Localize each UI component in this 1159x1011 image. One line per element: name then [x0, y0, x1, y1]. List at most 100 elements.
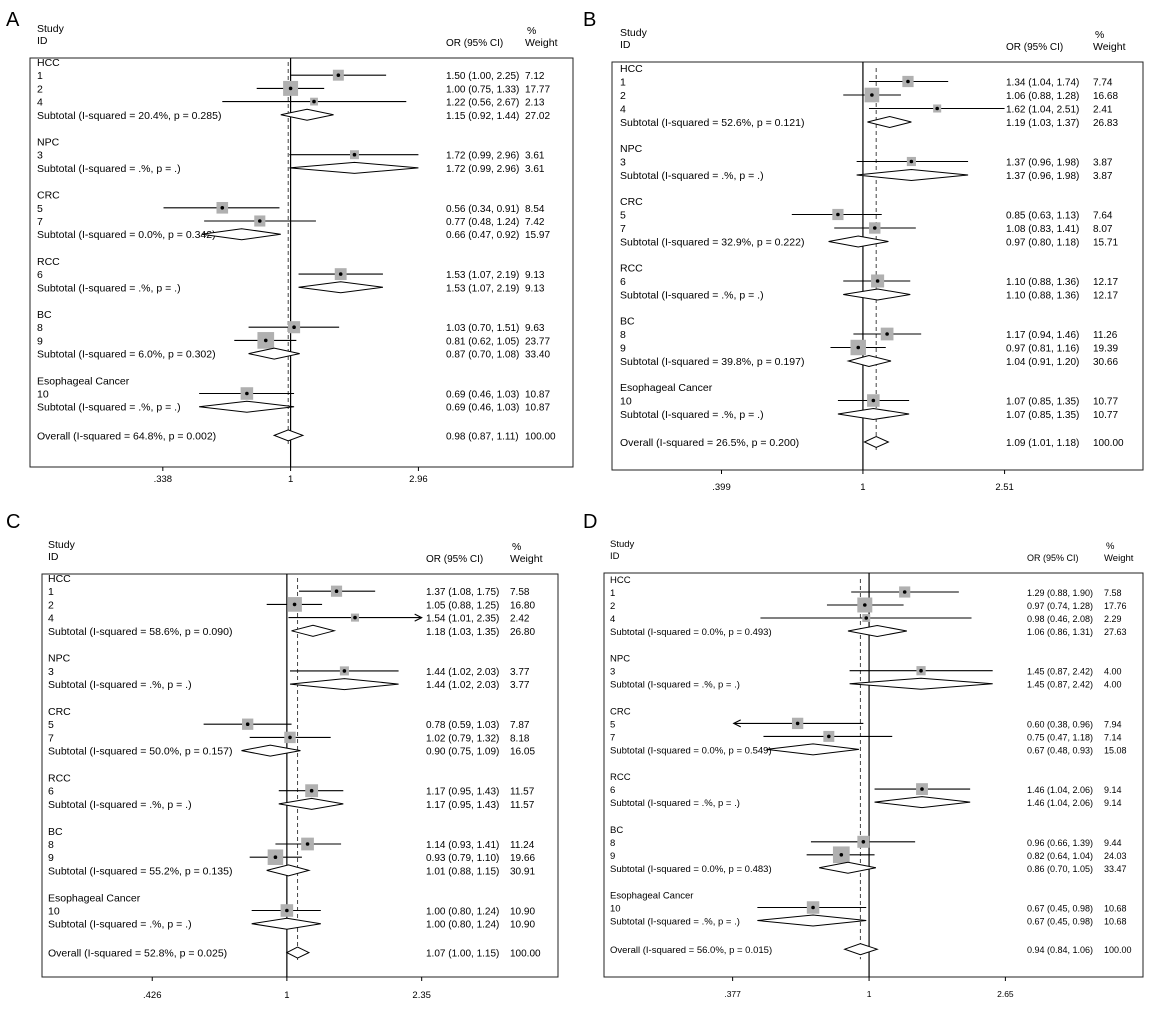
- or-ci-text: 0.67 (0.45, 0.98): [1027, 917, 1093, 927]
- or-ci-text: 1.09 (1.01, 1.18): [1006, 438, 1079, 449]
- or-ci-text: 1.72 (0.99, 2.96): [446, 164, 519, 175]
- point-estimate: [856, 345, 861, 350]
- overall-diamond: [843, 943, 879, 956]
- subtotal-label: Subtotal (I-squared = 20.4%, p = 0.285): [37, 110, 221, 122]
- study-id: 6: [620, 276, 626, 288]
- weight-text: 9.13: [525, 283, 545, 294]
- group-label: Esophageal Cancer: [37, 375, 130, 387]
- study-id: 10: [48, 906, 60, 918]
- weight-text: 100.00: [1104, 945, 1132, 955]
- or-ci-text: 1.45 (0.87, 2.42): [1027, 680, 1093, 690]
- weight-text: 8.07: [1093, 224, 1113, 235]
- or-ci-text: 0.56 (0.34, 0.91): [446, 204, 519, 215]
- weight-text: 30.66: [1093, 357, 1118, 368]
- subtotal-diamond: [248, 347, 300, 360]
- or-ci-text: 1.18 (1.03, 1.35): [426, 627, 499, 638]
- point-estimate: [839, 853, 844, 857]
- or-ci-text: 1.07 (1.00, 1.15): [426, 949, 499, 960]
- subtotal-label: Subtotal (I-squared = 32.9%, p = 0.222): [620, 237, 804, 249]
- plot-frame: [611, 61, 1144, 471]
- group-label: RCC: [610, 772, 631, 783]
- overall-diamond: [272, 429, 305, 442]
- subtotal-label: Subtotal (I-squared = 52.6%, p = 0.121): [620, 117, 804, 129]
- point-estimate: [871, 398, 876, 403]
- weight-text: 4.00: [1104, 667, 1122, 677]
- weight-text: 8.54: [525, 204, 545, 215]
- overall-label: Overall (I-squared = 26.5%, p = 0.200): [620, 437, 799, 449]
- study-id: 6: [610, 785, 615, 796]
- axis-tick-label: 1: [860, 482, 865, 493]
- study-id: 7: [620, 223, 626, 235]
- weight-text: 3.77: [510, 667, 530, 678]
- header-study: Study: [48, 539, 76, 551]
- or-ci-text: 1.44 (1.02, 2.03): [426, 680, 499, 691]
- or-ci-text: 1.46 (1.04, 2.06): [1027, 785, 1093, 795]
- study-id: 9: [37, 335, 43, 347]
- weight-text: 15.97: [525, 230, 550, 241]
- study-id: 8: [620, 329, 626, 341]
- axis-tick-label: 2.51: [995, 482, 1014, 493]
- or-ci-text: 0.97 (0.81, 1.16): [1006, 344, 1079, 355]
- weight-text: 7.42: [525, 217, 545, 228]
- or-ci-text: 1.06 (0.88, 1.28): [1006, 91, 1079, 102]
- weight-text: 10.68: [1104, 904, 1127, 914]
- weight-text: 100.00: [525, 431, 556, 442]
- weight-text: 4.00: [1104, 680, 1122, 690]
- plot-frame: [603, 572, 1144, 978]
- point-estimate: [353, 615, 357, 620]
- weight-text: 10.77: [1093, 397, 1118, 408]
- group-label: Esophageal Cancer: [620, 382, 713, 394]
- subtotal-diamond: [201, 228, 281, 241]
- weight-text: 16.80: [510, 600, 535, 611]
- study-id: 8: [37, 322, 43, 334]
- group-label: BC: [620, 316, 635, 328]
- point-estimate: [312, 99, 316, 104]
- ci-arrow-left: [732, 719, 741, 728]
- or-ci-text: 0.90 (0.75, 1.09): [426, 747, 499, 758]
- study-id: 6: [48, 786, 54, 798]
- study-id: 3: [37, 150, 43, 162]
- or-ci-text: 1.19 (1.03, 1.37): [1006, 118, 1079, 129]
- or-ci-text: 1.02 (0.79, 1.32): [426, 733, 499, 744]
- axis-tick-label: .399: [712, 482, 731, 493]
- weight-text: 12.17: [1093, 291, 1118, 302]
- or-ci-text: 1.17 (0.95, 1.43): [426, 800, 499, 811]
- group-label: HCC: [37, 57, 60, 69]
- header-id: ID: [48, 551, 59, 563]
- or-ci-text: 0.94 (0.84, 1.06): [1027, 945, 1093, 955]
- axis-tick-label: .426: [143, 990, 162, 1001]
- header-weight: Weight: [1104, 553, 1134, 564]
- weight-text: 7.58: [510, 587, 530, 598]
- weight-text: 16.68: [1093, 91, 1118, 102]
- group-label: CRC: [610, 706, 631, 717]
- study-id: 3: [48, 666, 54, 678]
- subtotal-label: Subtotal (I-squared = .%, p = .): [48, 799, 192, 811]
- study-id: 4: [610, 614, 615, 625]
- group-label: CRC: [37, 190, 60, 202]
- subtotal-label: Subtotal (I-squared = .%, p = .): [48, 679, 192, 691]
- group-label: NPC: [620, 143, 643, 155]
- group-label: Esophageal Cancer: [610, 891, 693, 902]
- header-percent: %: [1095, 29, 1104, 41]
- subtotal-label: Subtotal (I-squared = 39.8%, p = 0.197): [620, 356, 804, 368]
- axis-tick-label: .338: [154, 474, 173, 485]
- group-label: RCC: [37, 256, 60, 268]
- weight-text: 17.76: [1104, 601, 1127, 611]
- group-label: HCC: [48, 573, 71, 585]
- subtotal-diamond: [241, 744, 301, 757]
- header-percent: %: [1106, 541, 1115, 552]
- axis-tick-label: .377: [724, 989, 741, 999]
- or-ci-text: 0.77 (0.48, 1.24): [446, 217, 519, 228]
- study-id: 8: [610, 838, 615, 849]
- point-estimate: [305, 842, 310, 846]
- header-or-ci: OR (95% CI): [446, 38, 503, 49]
- study-id: 1: [37, 70, 43, 82]
- or-ci-text: 1.53 (1.07, 2.19): [446, 270, 519, 281]
- plot-frame: [41, 573, 559, 978]
- subtotal-diamond: [846, 354, 892, 368]
- study-id: 5: [37, 203, 43, 215]
- weight-text: 19.66: [510, 853, 535, 864]
- or-ci-text: 1.00 (0.75, 1.33): [446, 84, 519, 95]
- weight-text: 3.61: [525, 151, 545, 162]
- or-ci-text: 0.86 (0.70, 1.05): [1027, 864, 1093, 874]
